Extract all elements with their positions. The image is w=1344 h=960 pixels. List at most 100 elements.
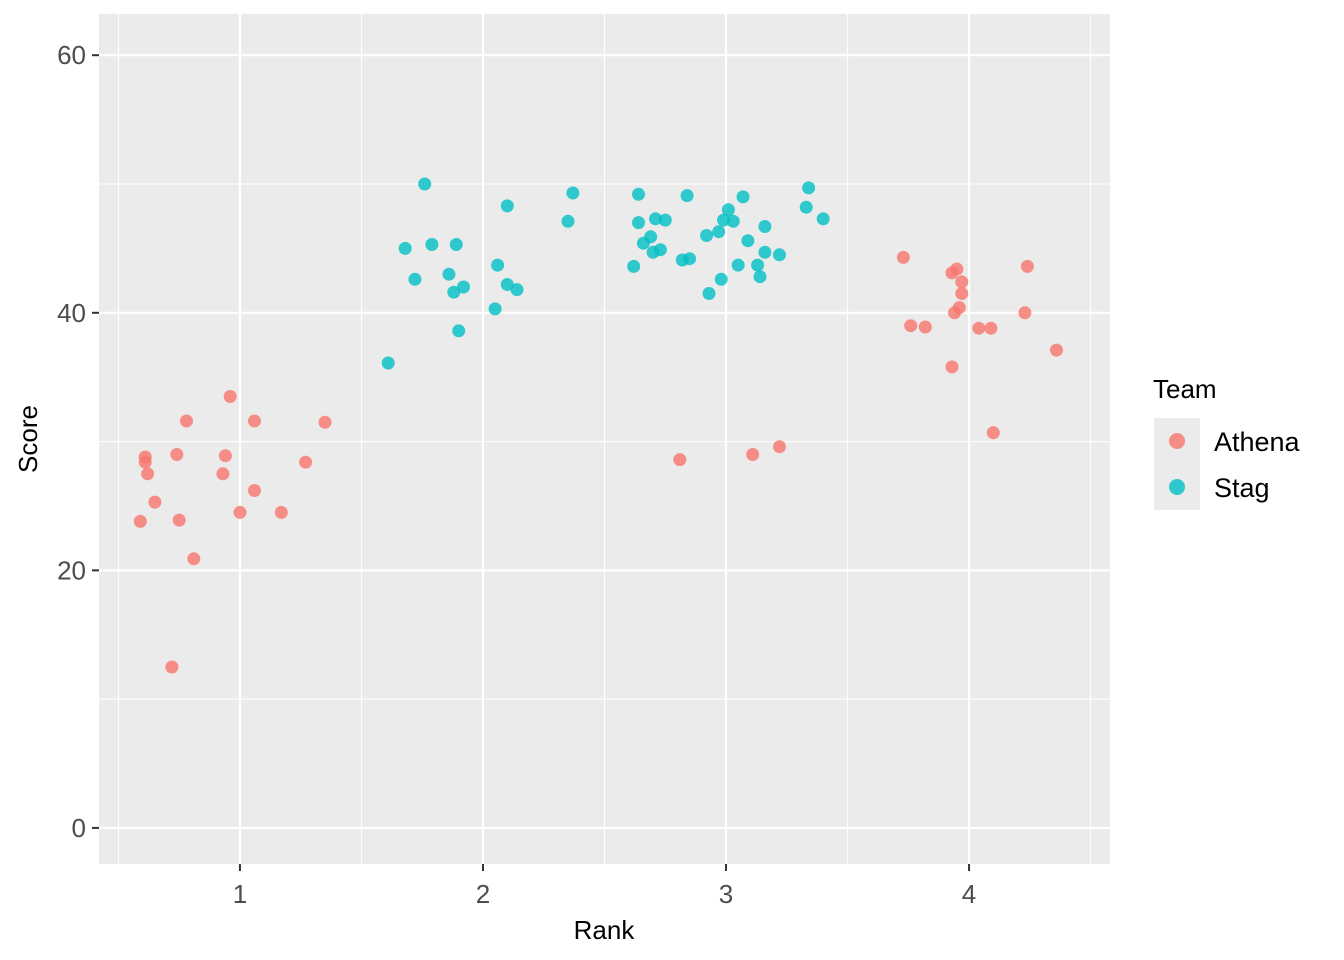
data-point-stag [741, 234, 755, 248]
data-point-stag [683, 252, 697, 266]
data-point-athena [233, 505, 247, 519]
data-point-stag [500, 199, 514, 213]
y-tick-label: 40 [57, 298, 86, 328]
data-point-athena [172, 513, 186, 527]
data-point-athena [984, 321, 998, 335]
data-point-athena [180, 414, 193, 428]
data-point-athena [904, 319, 918, 333]
data-points [133, 177, 1063, 674]
data-point-stag [758, 245, 772, 259]
legend-title: Team [1153, 374, 1217, 404]
x-tick-label: 3 [719, 879, 733, 909]
data-point-stag [627, 259, 641, 273]
data-point-stag [644, 230, 658, 244]
legend-swatch-athena [1169, 433, 1185, 449]
data-point-athena [1050, 343, 1063, 357]
data-point-stag [753, 270, 767, 284]
data-point-stag [566, 186, 580, 200]
data-point-stag [457, 280, 470, 294]
data-point-athena [950, 262, 964, 276]
y-tick-label: 0 [72, 813, 86, 843]
major-gridlines [99, 14, 1110, 864]
data-point-athena [248, 484, 261, 497]
data-point-stag [561, 214, 575, 228]
data-point-athena [945, 360, 959, 374]
minor-gridlines [99, 14, 1110, 864]
data-point-stag [658, 213, 672, 227]
data-point-stag [398, 241, 412, 255]
data-point-stag [773, 248, 786, 262]
data-point-athena [896, 250, 910, 264]
data-point-athena [274, 505, 288, 519]
data-point-athena [972, 321, 986, 335]
data-point-stag [731, 258, 745, 272]
data-point-stag [714, 272, 728, 286]
data-point-stag [510, 283, 524, 297]
data-point-stag [802, 181, 816, 195]
data-point-athena [223, 390, 237, 403]
legend-label-athena: Athena [1214, 427, 1301, 457]
y-tick-label: 60 [57, 40, 86, 70]
data-point-stag [449, 238, 463, 251]
data-point-stag [700, 229, 714, 242]
data-point-stag [721, 203, 735, 217]
data-point-athena [773, 440, 786, 454]
data-point-athena [170, 448, 184, 461]
data-point-stag [452, 324, 466, 338]
data-point-stag [632, 187, 645, 201]
legend-items: Athena Stag [1154, 418, 1301, 510]
data-point-athena [165, 660, 179, 674]
data-point-stag [717, 213, 731, 227]
data-point-stag [649, 212, 662, 226]
data-point-stag [726, 214, 740, 228]
x-tick-label: 2 [476, 879, 490, 909]
data-point-athena [746, 448, 760, 461]
data-point-athena [1018, 306, 1032, 320]
data-point-athena [141, 467, 155, 481]
data-point-stag [653, 243, 667, 257]
data-point-stag [702, 287, 716, 300]
data-point-athena [248, 414, 261, 428]
data-point-stag [418, 177, 432, 191]
x-tick-label: 1 [233, 879, 247, 909]
data-point-stag [816, 212, 830, 226]
data-point-stag [632, 216, 645, 230]
data-point-stag [381, 356, 395, 370]
data-point-stag [500, 278, 514, 291]
data-point-athena [986, 426, 1000, 440]
y-tick-label: 20 [57, 555, 86, 585]
legend-swatch-stag [1169, 479, 1185, 495]
x-axis-title: Rank [574, 915, 636, 945]
data-point-stag [442, 267, 456, 281]
data-point-stag [680, 189, 694, 203]
data-point-stag [488, 302, 502, 316]
data-point-athena [952, 301, 966, 315]
data-point-stag [799, 200, 813, 214]
data-point-athena [218, 449, 232, 463]
legend-label-stag: Stag [1214, 473, 1270, 503]
data-point-athena [1020, 259, 1034, 273]
data-point-stag [751, 258, 765, 272]
axis-ticks [92, 54, 971, 871]
data-point-athena [216, 467, 230, 481]
x-tick-label: 4 [962, 879, 976, 909]
data-point-stag [712, 225, 726, 239]
data-point-stag [425, 238, 439, 251]
data-point-stag [736, 190, 750, 204]
data-point-athena [673, 453, 687, 467]
data-point-athena [133, 514, 147, 528]
data-point-stag [758, 220, 772, 233]
data-point-athena [955, 287, 969, 300]
data-point-stag [491, 258, 505, 272]
data-point-athena [918, 320, 932, 334]
y-axis-title: Score [13, 405, 43, 473]
data-point-athena [148, 495, 162, 509]
legend: Team Athena Stag [1153, 374, 1301, 510]
data-point-athena [318, 415, 332, 429]
data-point-stag [408, 272, 422, 286]
data-point-athena [955, 275, 969, 289]
data-point-stag [447, 285, 461, 299]
data-point-athena [299, 455, 313, 469]
